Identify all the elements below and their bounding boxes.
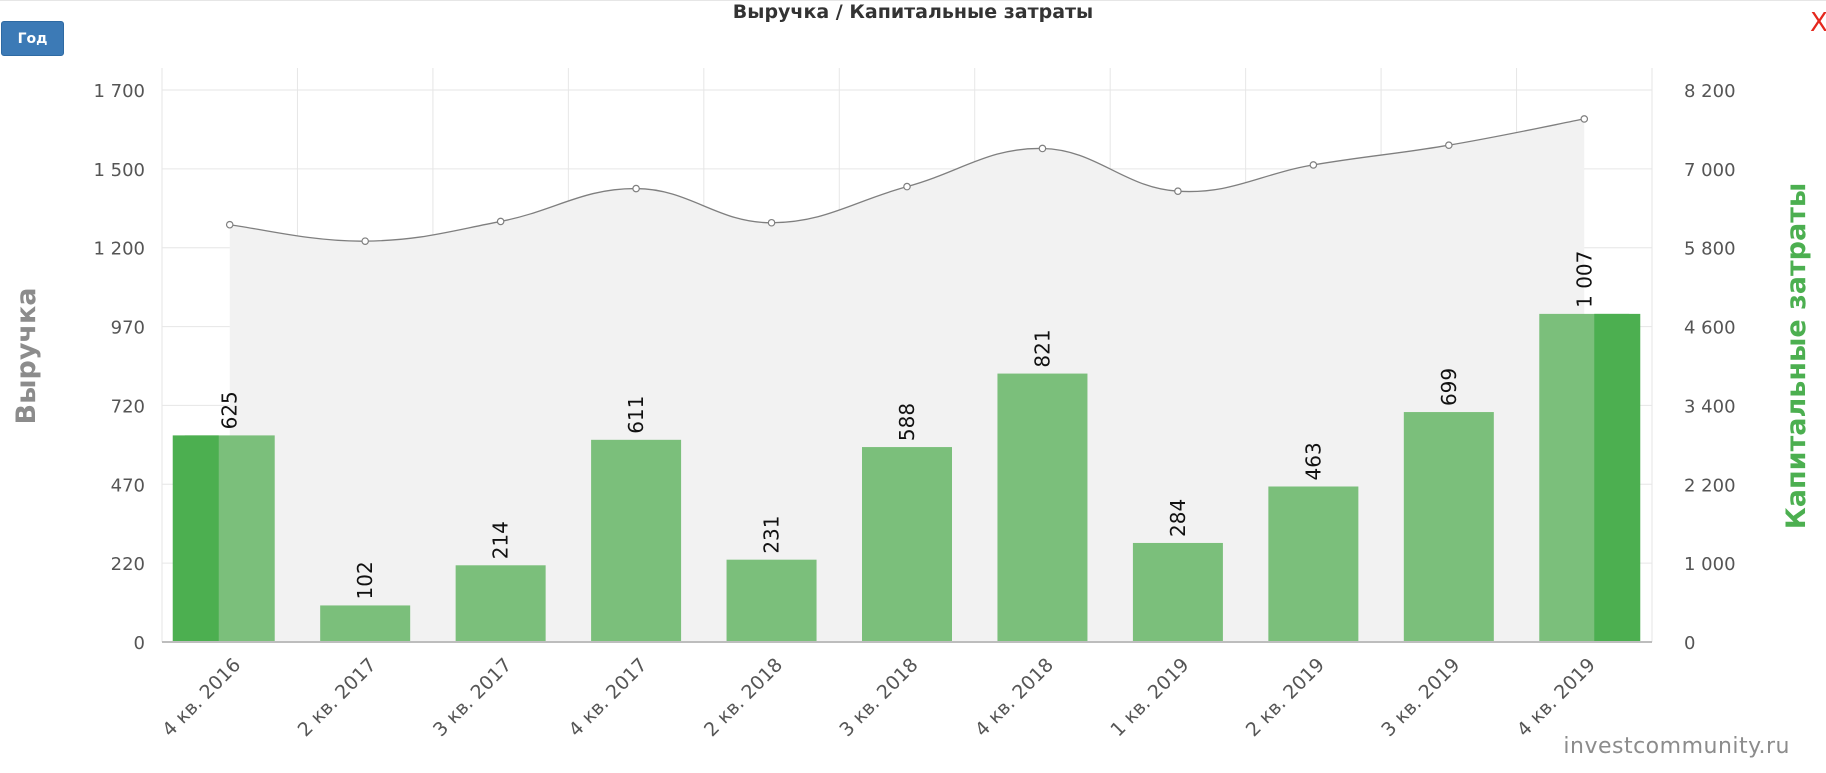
left-axis-tick-label: 970 [111,318,145,339]
x-axis-tick-label: 1 кв. 2019 [1106,654,1193,741]
x-axis-tick-label: 2 кв. 2018 [700,654,787,741]
capex-area-fill [229,118,1585,642]
x-axis-tick-label: 2 кв. 2017 [294,654,381,741]
chart-title: Выручка / Капитальные затраты [732,1,1094,23]
left-axis-tick-label: 1 700 [93,81,145,102]
capex-point [1038,144,1047,153]
right-axis-tick-label: 4 600 [1684,318,1736,339]
revenue-bar [455,565,546,642]
bar-data-label: 699 [1437,368,1461,406]
right-axis-tick-label: 1 000 [1684,554,1736,575]
capex-point [632,184,640,193]
capex-point [1580,115,1589,123]
capex-area-series [225,115,1589,642]
capex-point [767,218,776,227]
right-axis-tick-label: 5 800 [1684,239,1736,260]
right-axis-tick-label: 8 200 [1684,81,1736,102]
capex-point [903,182,911,191]
right-axis-tick-label: 2 200 [1684,475,1736,496]
left-axis-tick-label: 720 [111,396,145,417]
capex-point [1445,141,1453,150]
right-axis-tick-label: 7 000 [1684,160,1736,181]
top-border [0,0,1826,1]
revenue-bar [591,439,682,642]
left-axis-tick-label: 1 500 [93,160,145,181]
capex-point [225,220,234,229]
bar-data-label: 102 [353,561,377,599]
bar-data-label: 463 [1301,442,1325,480]
bar-data-label: 588 [895,403,919,441]
capex-point [1174,187,1182,196]
revenue-bar [726,559,817,642]
watermark: investcommunity.ru [1563,734,1790,759]
revenue-bar [862,447,952,642]
left-axis-tick-label: 1 200 [93,239,145,260]
x-axis-tick-label: 4 кв. 2018 [971,654,1058,741]
bar-data-label: 611 [624,396,648,434]
x-axis-tick-label: 4 кв. 2017 [564,654,651,741]
left-axis-title: Выручка [11,287,42,424]
x-axis-tick-label: 4 кв. 2019 [1513,654,1600,741]
close-icon[interactable]: X [1810,8,1826,38]
data-labels: 625 102 214 611 231 588 821 284 463 699 1 007 [218,251,1597,600]
revenue-bar [320,605,411,642]
right-axis-tick-label: 3 400 [1684,396,1736,417]
bar-data-label: 284 [1166,499,1190,537]
bar-data-label: 231 [760,515,784,553]
x-axis-tick-label: 4 кв. 2016 [158,654,245,741]
x-axis-tick-label: 2 кв. 2019 [1242,654,1329,741]
period-year-button[interactable]: Год [1,21,64,56]
bar-data-label: 214 [489,521,513,559]
revenue-bar [1268,486,1359,642]
bar-data-label: 1 007 [1572,251,1596,308]
left-axis-tick-label: 0 [134,633,145,654]
left-axis-tick-label: 470 [111,475,145,496]
bars [172,313,1641,642]
bar-data-label: 625 [218,391,242,429]
bar-data-label: 821 [1030,329,1054,367]
right-axis-title: Капитальные затраты [1781,183,1812,530]
capex-point [496,217,505,226]
revenue-bar-highlight [172,435,219,642]
capex-point [1309,161,1318,169]
revenue-bar [1132,542,1223,642]
left-axis-tick-label: 220 [111,554,145,575]
revenue-bar [997,373,1088,642]
x-axis-tick-label: 3 кв. 2018 [835,654,922,741]
revenue-bar [1403,412,1494,642]
revenue-bar-highlight [1594,313,1641,642]
x-axis-tick-label: 3 кв. 2017 [429,654,516,741]
x-axis-tick-label: 3 кв. 2019 [1377,654,1464,741]
right-axis-tick-label: 0 [1684,633,1695,654]
capex-point [361,237,369,245]
